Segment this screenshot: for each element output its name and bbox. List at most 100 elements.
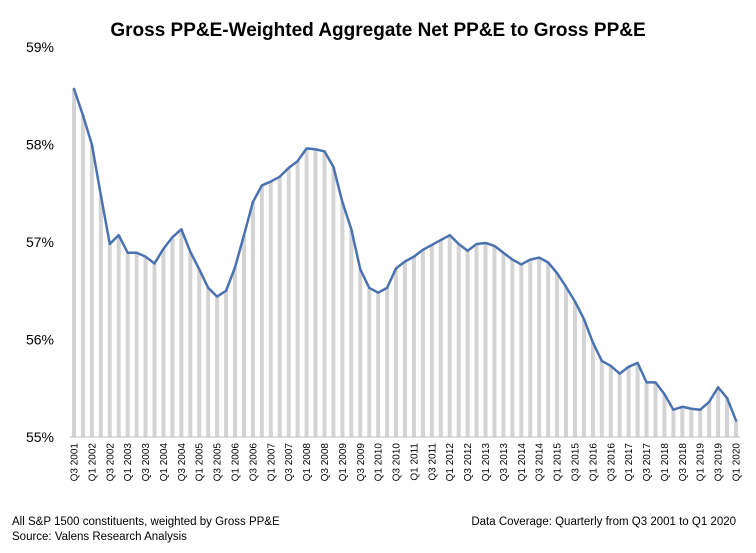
background-bar <box>197 269 202 437</box>
background-bar <box>331 166 336 438</box>
x-tick-label: Q1 2019 <box>696 443 707 482</box>
background-bar <box>492 245 497 437</box>
background-bar <box>626 366 631 437</box>
background-bar <box>572 301 577 437</box>
background-bar <box>322 151 327 437</box>
x-tick-label: Q1 2016 <box>588 443 599 482</box>
background-bar <box>295 161 300 437</box>
x-tick-label: Q3 2010 <box>392 443 403 482</box>
background-bar <box>438 240 443 437</box>
x-tick-label: Q3 2004 <box>177 443 188 482</box>
background-bar <box>179 229 184 437</box>
background-bar <box>546 262 551 437</box>
x-tick-label: Q3 2011 <box>427 443 438 481</box>
background-bar <box>510 259 515 437</box>
background-bar <box>420 249 425 437</box>
background-bar <box>590 342 595 437</box>
footnote-weighting: All S&P 1500 constituents, weighted by G… <box>12 516 280 528</box>
x-tick-label: Q3 2019 <box>714 443 725 482</box>
x-tick-label: Q1 2020 <box>732 443 743 482</box>
background-bar <box>349 229 354 437</box>
background-bar <box>608 365 613 437</box>
background-bar <box>206 287 211 437</box>
background-bar <box>653 382 658 437</box>
background-bar <box>716 387 721 437</box>
background-bar <box>483 242 488 437</box>
y-tick-label: 56% <box>26 332 54 348</box>
background-bar <box>241 235 246 437</box>
background-bar <box>662 394 667 437</box>
x-tick-label: Q3 2002 <box>105 443 116 482</box>
x-tick-label: Q3 2012 <box>463 443 474 482</box>
x-tick-label: Q1 2003 <box>123 443 134 482</box>
series-lines <box>72 87 738 422</box>
background-bar <box>564 286 569 437</box>
background-bar <box>581 319 586 437</box>
background-bar <box>170 237 175 437</box>
x-tick-label: Q3 2017 <box>642 443 653 482</box>
background-bar <box>537 257 542 437</box>
x-tick-label: Q3 2003 <box>141 443 152 482</box>
x-tick-label: Q1 2004 <box>159 443 170 482</box>
x-tick-label: Q1 2011 <box>409 443 420 481</box>
background-bar <box>134 252 139 437</box>
background-bar <box>89 144 94 437</box>
background-bar <box>143 256 148 437</box>
background-bar <box>411 256 416 437</box>
x-tick-label: Q1 2015 <box>553 443 564 482</box>
y-axis: 55% 56% 57% 58% 59% <box>26 39 54 445</box>
x-tick-label: Q3 2005 <box>213 443 224 482</box>
background-bar <box>250 202 255 437</box>
background-bar <box>725 398 730 437</box>
background-bar <box>98 195 103 437</box>
background-bar <box>277 176 282 438</box>
data-coverage-note: Data Coverage: Quarterly from Q3 2001 to… <box>471 516 736 528</box>
x-tick-label: Q1 2013 <box>481 443 492 482</box>
background-bar <box>465 250 470 437</box>
background-bar <box>152 263 157 437</box>
x-tick-label: Q1 2006 <box>231 443 242 482</box>
background-bar <box>734 420 738 437</box>
x-tick-label: Q3 2009 <box>356 443 367 482</box>
background-bar <box>188 251 193 437</box>
background-bar <box>340 202 345 437</box>
background-bar <box>358 269 363 437</box>
x-tick-label: Q3 2013 <box>499 443 510 482</box>
background-bar <box>215 296 220 437</box>
background-bar <box>385 287 390 437</box>
background-bars <box>72 88 738 438</box>
background-bar <box>501 252 506 437</box>
background-bar <box>429 244 434 437</box>
background-bar <box>680 406 685 437</box>
footnote: All S&P 1500 constituents, weighted by G… <box>12 515 280 545</box>
background-bar <box>635 362 640 437</box>
x-tick-label: Q1 2014 <box>517 443 528 482</box>
background-bar <box>474 243 479 437</box>
x-tick-label: Q3 2015 <box>570 443 581 482</box>
chart-title: Gross PP&E-Weighted Aggregate Net PP&E t… <box>110 20 646 41</box>
background-bar <box>116 235 121 437</box>
x-axis: Q3 2001 Q1 2002 Q3 2002 Q1 2003 Q3 2003 Q1 20… <box>70 436 743 482</box>
background-bar <box>394 268 399 437</box>
background-bar <box>599 360 604 437</box>
background-bar <box>456 243 461 437</box>
background-bar <box>376 292 381 437</box>
background-bar <box>286 167 291 437</box>
y-tick-label: 57% <box>26 234 54 250</box>
series-line <box>72 87 738 422</box>
background-bar <box>367 287 372 437</box>
x-tick-label: Q3 2007 <box>284 443 295 482</box>
background-bar <box>304 148 309 437</box>
background-bar <box>519 264 524 437</box>
background-bar <box>617 373 622 437</box>
x-tick-label: Q1 2002 <box>87 443 98 482</box>
background-bar <box>447 235 452 437</box>
background-bar <box>125 252 130 437</box>
x-tick-label: Q3 2014 <box>535 443 546 482</box>
background-bar <box>259 185 264 437</box>
background-bar <box>107 243 112 437</box>
x-tick-label: Q1 2005 <box>195 443 206 482</box>
background-bar <box>689 408 694 437</box>
y-tick-label: 55% <box>26 429 54 445</box>
